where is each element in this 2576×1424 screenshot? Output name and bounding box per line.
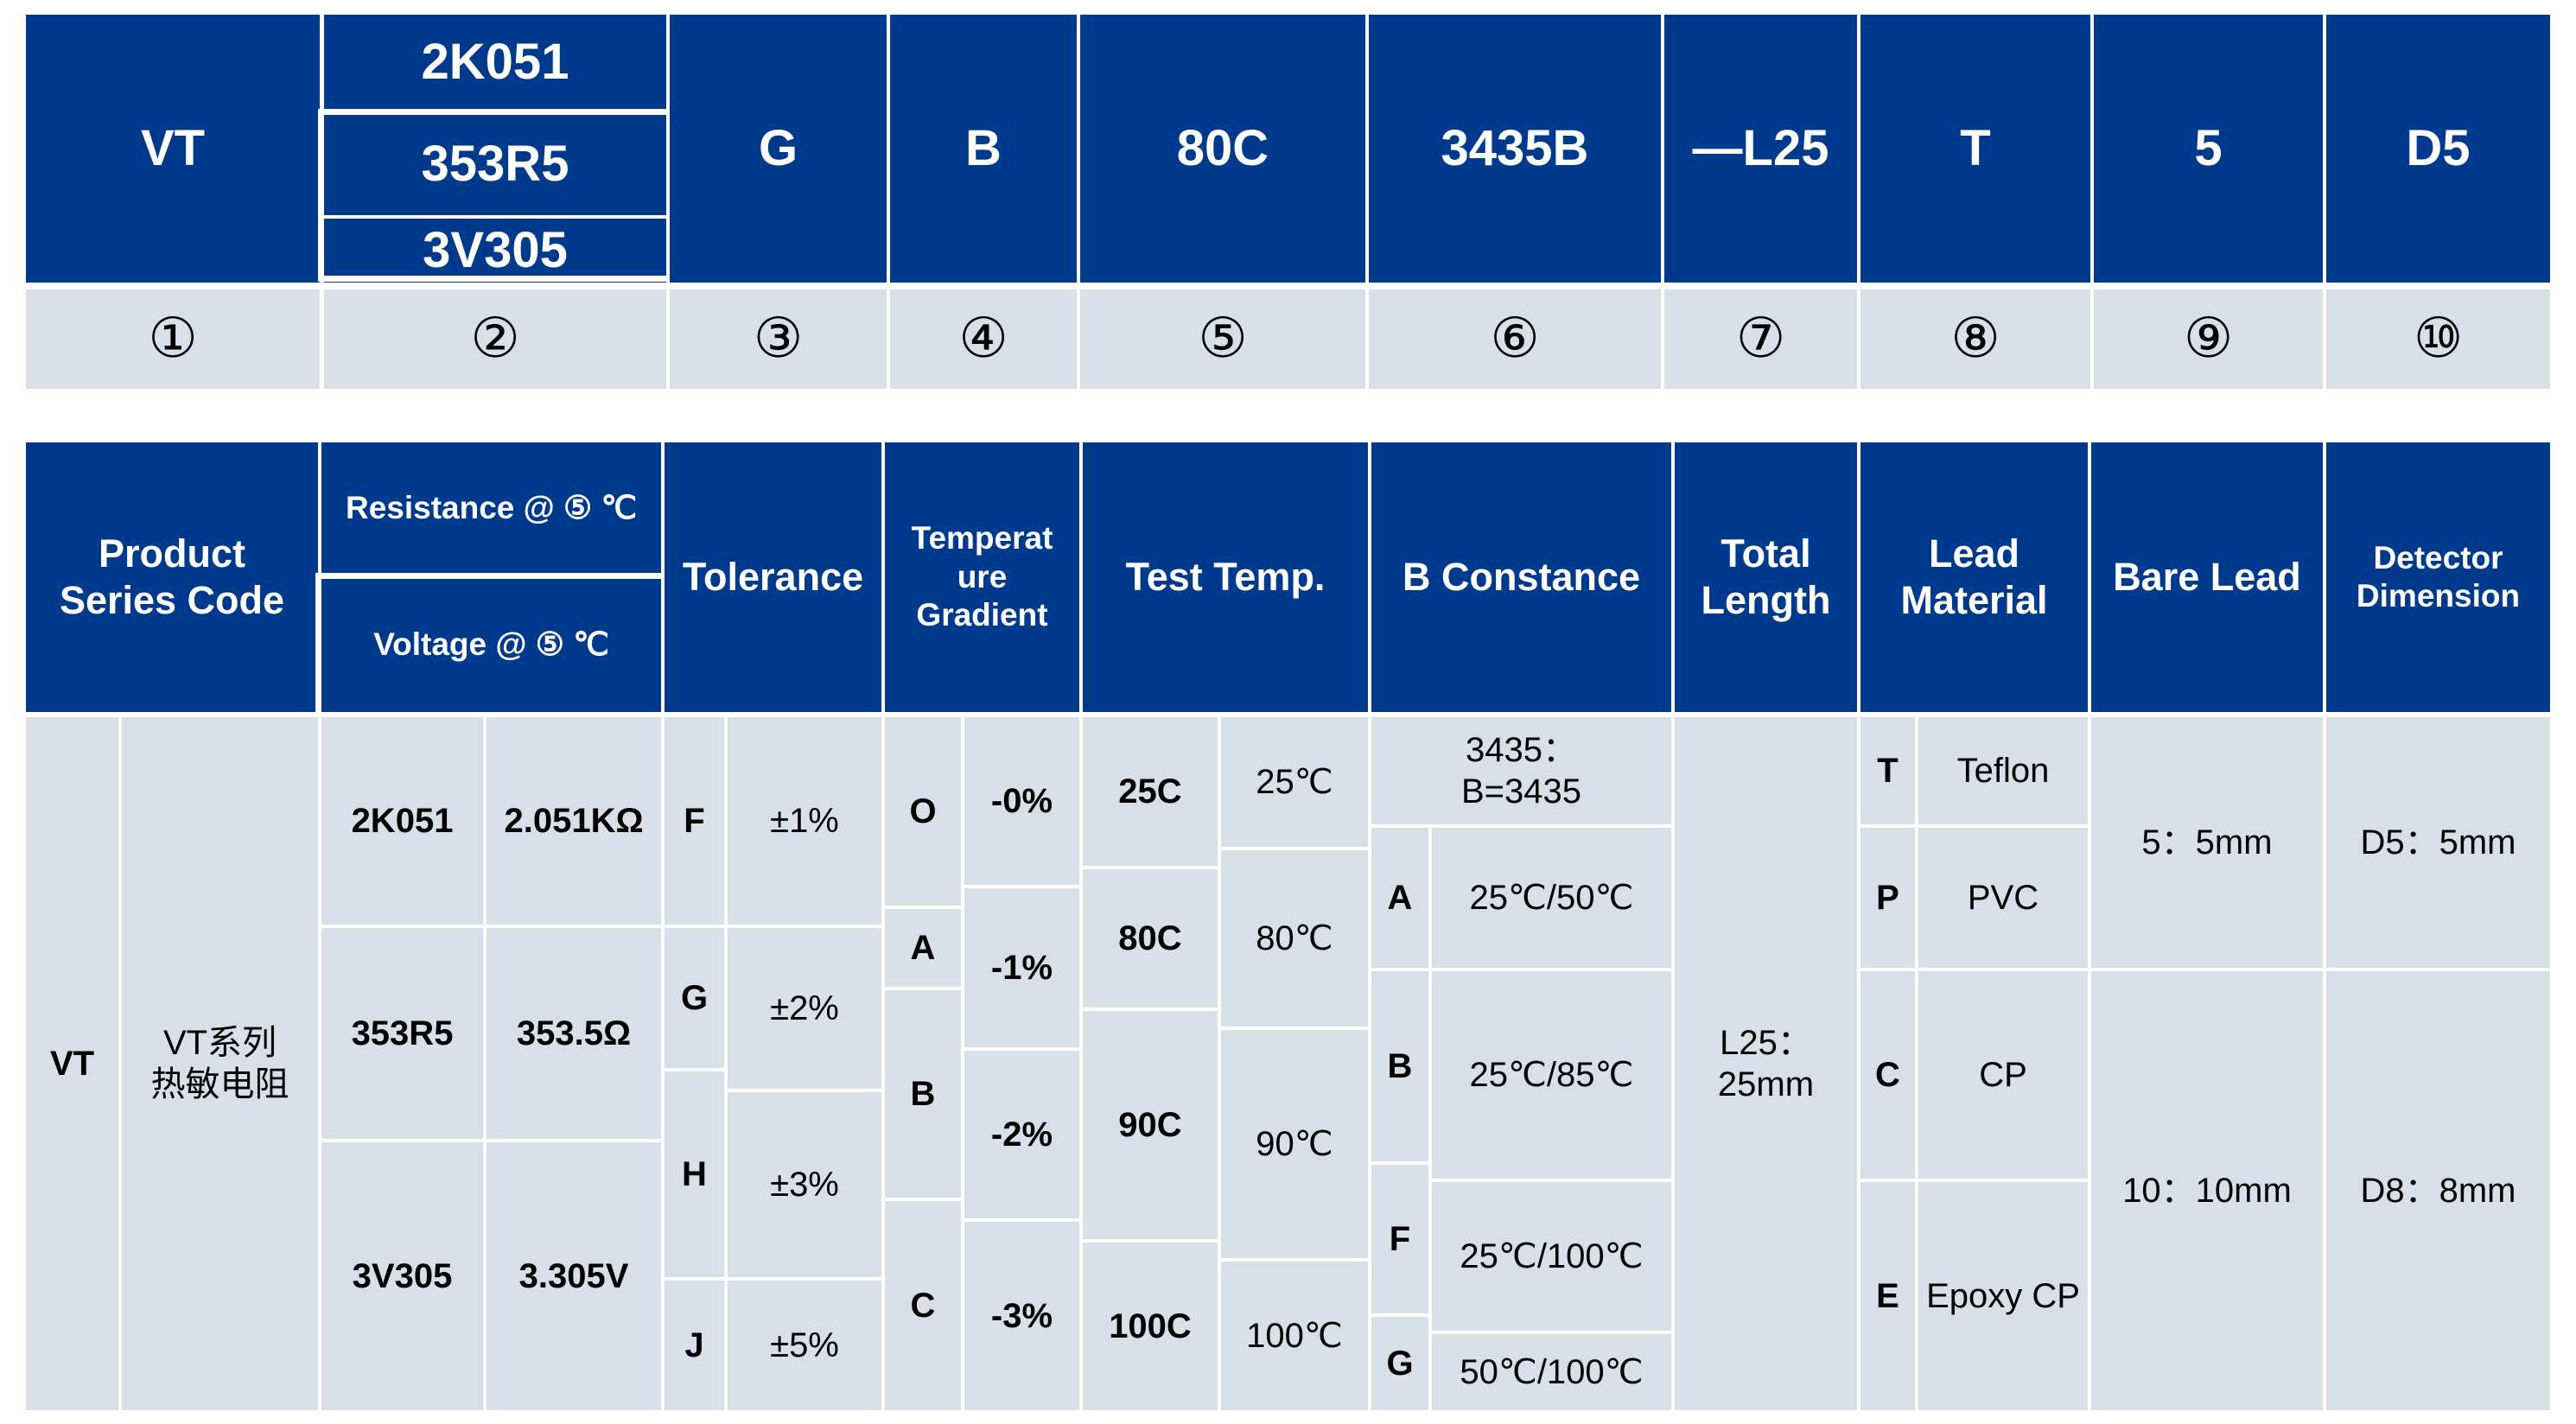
header-test-temp: Test Temp.	[1083, 442, 1368, 712]
code-part-3: G	[670, 15, 887, 283]
test-temp-code: 90C	[1083, 1011, 1218, 1239]
test-temp-value: 90℃	[1221, 1030, 1368, 1258]
code-part-2-selected: 353R5	[324, 113, 666, 215]
bare-lead-value: 10：10mm	[2091, 971, 2323, 1410]
b-constance-value: 50℃/100℃	[1432, 1334, 1671, 1410]
tolerance-value: ±5%	[728, 1281, 881, 1410]
lead-code: P	[1860, 828, 1915, 968]
header-detector-dimension: Detector Dimension	[2326, 442, 2550, 712]
test-temp-code: 80C	[1083, 869, 1218, 1008]
test-temp-value: 80℃	[1221, 850, 1368, 1027]
lead-code: T	[1860, 717, 1915, 824]
position-number: ⑩	[2326, 289, 2550, 389]
detector-dimension-value: D5：5mm	[2326, 717, 2550, 968]
voltage-code: 3V305	[321, 1142, 483, 1410]
position-number: ⑨	[2094, 289, 2323, 389]
position-number: ③	[670, 289, 887, 389]
gradient-code: B	[885, 990, 961, 1198]
resistance-value: 353.5Ω	[487, 928, 661, 1139]
gradient-code: A	[885, 909, 961, 987]
header-product-series-code: Product Series Code	[26, 442, 318, 712]
b-constance-code: F	[1371, 1165, 1428, 1313]
test-temp-code: 25C	[1083, 717, 1218, 866]
code-part-6: 3435B	[1369, 15, 1661, 283]
gradient-code: C	[885, 1201, 961, 1410]
code-part-4: B	[890, 15, 1077, 283]
header-total-length: Total Length	[1675, 442, 1857, 712]
position-number: ②	[324, 289, 666, 389]
lead-code: C	[1860, 971, 1915, 1179]
series-description: VT系列 热敏电阻	[122, 717, 318, 1410]
bare-lead-value: 5：5mm	[2091, 717, 2323, 968]
code-part-9: 5	[2094, 15, 2323, 283]
b-constance-code: G	[1371, 1317, 1428, 1410]
lead-value: Epoxy CP	[1918, 1182, 2088, 1410]
code-part-5: 80C	[1080, 15, 1365, 283]
resistance-code: 2K051	[321, 717, 483, 925]
header-voltage: Voltage @ ⑤ ℃	[321, 578, 661, 712]
test-temp-value: 100℃	[1221, 1262, 1368, 1410]
tolerance-code: F	[665, 717, 724, 925]
gradient-code: O	[885, 717, 961, 906]
code-part-2-voltage: 3V305	[324, 219, 666, 283]
header-temperature-gradient: Temperat ure Gradient	[885, 442, 1079, 712]
series-code: VT	[26, 717, 118, 1410]
tolerance-value: ±2%	[728, 928, 881, 1089]
code-part-1: VT	[26, 15, 320, 283]
tolerance-code: G	[665, 928, 724, 1068]
gradient-value: -2%	[964, 1051, 1079, 1218]
position-number: ⑤	[1080, 289, 1365, 389]
position-number: ⑧	[1860, 289, 2090, 389]
resistance-code: 353R5	[321, 928, 483, 1139]
header-resistance: Resistance @ ⑤ ℃	[321, 442, 661, 575]
gradient-value: -0%	[964, 717, 1079, 885]
b-constance-code: B	[1371, 971, 1428, 1161]
position-number: ⑥	[1369, 289, 1661, 389]
position-number: ④	[890, 289, 1077, 389]
b-constance-value: 25℃/50℃	[1432, 828, 1671, 968]
lead-value: CP	[1918, 971, 2088, 1179]
b-constance-note: 3435： B=3435	[1371, 717, 1671, 824]
tolerance-value: ±3%	[728, 1092, 881, 1277]
test-temp-code: 100C	[1083, 1243, 1218, 1410]
code-part-7: —L25	[1664, 15, 1857, 283]
code-part-8: T	[1860, 15, 2090, 283]
lead-code: E	[1860, 1182, 1915, 1410]
total-length-value: L25： 25mm	[1675, 717, 1857, 1410]
code-part-10: D5	[2326, 15, 2550, 283]
position-number: ⑦	[1664, 289, 1857, 389]
tolerance-value: ±1%	[728, 717, 881, 925]
b-constance-value: 25℃/85℃	[1432, 971, 1671, 1179]
tolerance-code: H	[665, 1071, 724, 1277]
tolerance-code: J	[665, 1281, 724, 1410]
lead-value: Teflon	[1918, 717, 2088, 824]
gradient-value: -3%	[964, 1222, 1079, 1410]
position-number: ①	[26, 289, 320, 389]
code-part-2-resistance: 2K051	[324, 15, 666, 110]
b-constance-value: 25℃/100℃	[1432, 1182, 1671, 1331]
header-b-constance: B Constance	[1371, 442, 1671, 712]
voltage-value: 3.305V	[487, 1142, 661, 1410]
header-bare-lead: Bare Lead	[2091, 442, 2323, 712]
resistance-value: 2.051KΩ	[487, 717, 661, 925]
gradient-value: -1%	[964, 888, 1079, 1047]
b-constance-code: A	[1371, 828, 1428, 968]
lead-value: PVC	[1918, 828, 2088, 968]
detector-dimension-value: D8：8mm	[2326, 971, 2550, 1410]
test-temp-value: 25℃	[1221, 717, 1368, 847]
header-lead-material: Lead Material	[1860, 442, 2088, 712]
header-tolerance: Tolerance	[665, 442, 881, 712]
